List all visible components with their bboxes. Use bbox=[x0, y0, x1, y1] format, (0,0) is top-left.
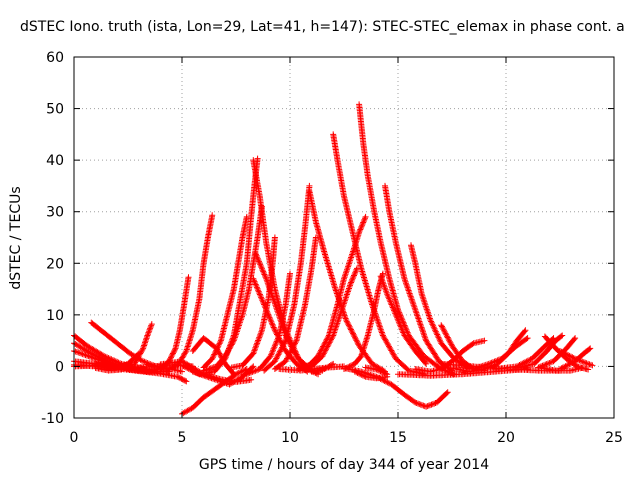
series-markers bbox=[271, 234, 319, 372]
series-markers bbox=[351, 368, 391, 382]
series-23 bbox=[295, 213, 369, 372]
x-tick-label: 25 bbox=[605, 430, 623, 446]
series-48 bbox=[395, 366, 531, 379]
series-markers bbox=[261, 182, 313, 374]
y-tick-label: 0 bbox=[55, 359, 64, 375]
series-markers bbox=[295, 213, 369, 372]
series-49 bbox=[189, 363, 257, 388]
series-29 bbox=[356, 101, 458, 378]
series-markers bbox=[330, 131, 427, 378]
series-31 bbox=[408, 242, 473, 372]
series-35 bbox=[351, 368, 391, 382]
x-tick-label: 5 bbox=[178, 430, 187, 446]
axis-ticks: 0 5 10 15 20 25 -10 0 10 20 30 40 50 60 bbox=[41, 50, 623, 446]
y-tick-label: 20 bbox=[46, 256, 64, 272]
series-markers bbox=[408, 242, 473, 372]
plot-border bbox=[73, 56, 615, 419]
y-tick-label: 10 bbox=[46, 308, 64, 324]
series-21 bbox=[261, 182, 313, 374]
data-layer bbox=[71, 101, 596, 417]
series-50 bbox=[276, 363, 347, 374]
series-markers bbox=[362, 364, 391, 378]
series-45 bbox=[557, 348, 596, 369]
x-tick-label: 0 bbox=[70, 430, 79, 446]
x-tick-label: 20 bbox=[497, 430, 515, 446]
x-tick-label: 15 bbox=[389, 430, 407, 446]
series-markers bbox=[557, 348, 596, 369]
series-15 bbox=[200, 203, 265, 374]
series-22 bbox=[271, 234, 319, 372]
series-markers bbox=[382, 182, 455, 374]
series-markers bbox=[200, 213, 250, 371]
y-tick-label: 60 bbox=[46, 50, 64, 66]
series-markers bbox=[356, 101, 458, 378]
series-markers bbox=[189, 363, 257, 388]
series-markers bbox=[228, 234, 278, 371]
x-axis-label: GPS time / hours of day 344 of year 2014 bbox=[198, 457, 490, 473]
series-markers bbox=[306, 188, 388, 375]
y-tick-label: -10 bbox=[41, 411, 64, 427]
series-26 bbox=[330, 131, 427, 378]
series-30 bbox=[382, 182, 455, 374]
chart-title: dSTEC Iono. truth (ista, Lon=29, Lat=41,… bbox=[20, 19, 625, 35]
y-tick-label: 40 bbox=[46, 153, 64, 169]
series-markers bbox=[200, 203, 265, 374]
series-25 bbox=[306, 188, 388, 375]
y-axis-label: dSTEC / TECUs bbox=[8, 186, 24, 290]
x-tick-label: 10 bbox=[281, 430, 299, 446]
series-14 bbox=[200, 213, 250, 371]
series-32 bbox=[377, 273, 430, 367]
series-34 bbox=[362, 364, 391, 378]
series-markers bbox=[377, 273, 430, 367]
series-markers bbox=[395, 366, 531, 379]
y-tick-label: 30 bbox=[46, 205, 64, 221]
series-markers bbox=[276, 363, 347, 374]
series-19 bbox=[228, 234, 278, 371]
y-tick-label: 50 bbox=[46, 102, 64, 118]
